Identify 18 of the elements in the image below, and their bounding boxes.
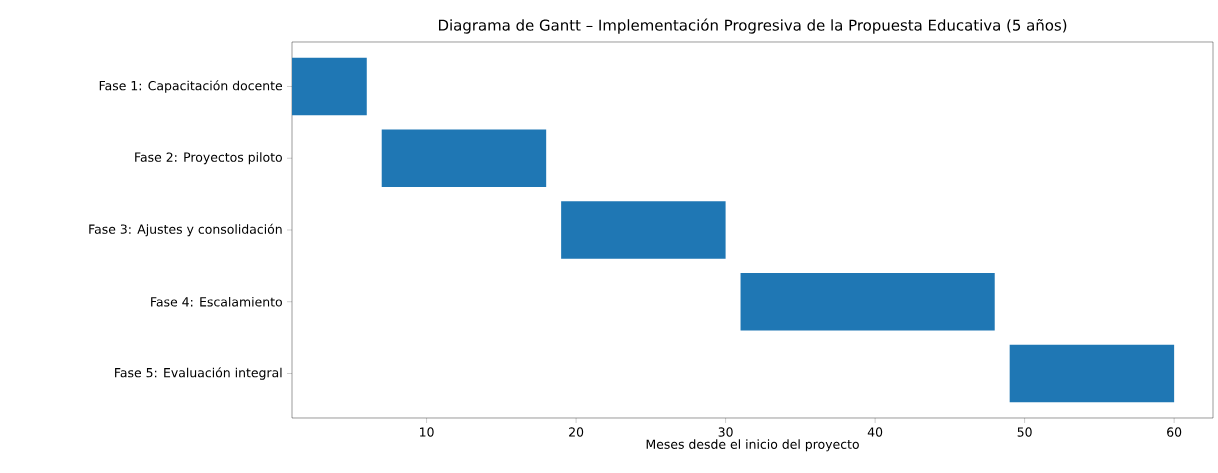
bar (740, 273, 995, 331)
x-tick-label: 40 (867, 427, 883, 437)
x-axis-title: Meses desde el inicio del proyecto (646, 439, 859, 452)
y-tick-label: Fase 5: Evaluación integral (115, 367, 282, 380)
x-tick-label: 60 (1167, 427, 1182, 437)
x-tick-label: 50 (1017, 427, 1032, 437)
y-tick-label: Fase 3: Ajustes y consolidación (89, 223, 282, 237)
y-tick-label: Fase 2: Proyectos piloto (135, 152, 282, 165)
chart-title: Diagrama de Gantt – Implementación Progresiva de la Propuesta Educativa (5 años) (438, 18, 1067, 34)
bar (561, 201, 726, 259)
bar (292, 57, 367, 116)
x-tick-label: 10 (420, 427, 434, 437)
x-tick-label: 20 (569, 427, 584, 437)
y-tick-label: Fase 4: Escalamiento (151, 296, 282, 307)
bar (381, 129, 547, 187)
x-tick-label: 30 (718, 427, 733, 437)
y-tick-label: Fase 1: Capacitación docente (99, 80, 283, 93)
bar (1009, 344, 1175, 403)
